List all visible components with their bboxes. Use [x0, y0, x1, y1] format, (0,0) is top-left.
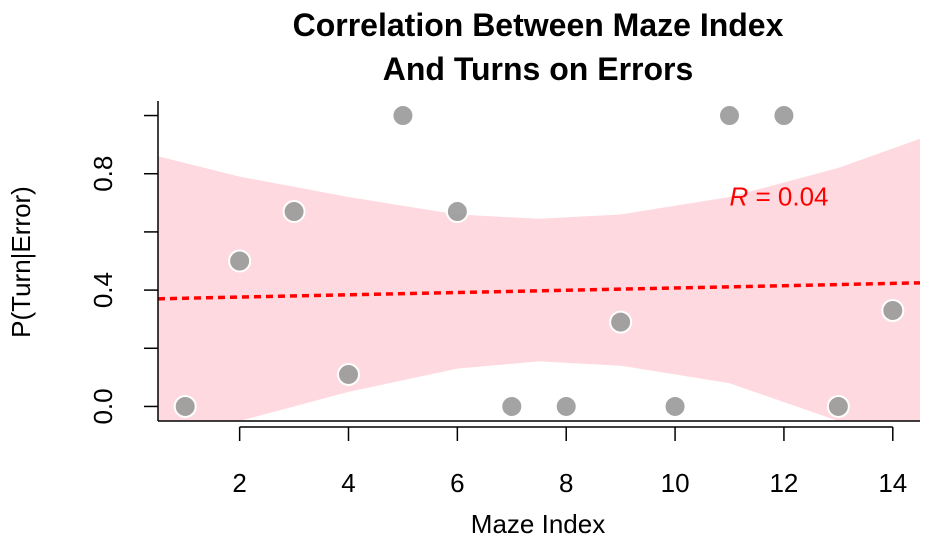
- confidence-band-layer: [158, 138, 920, 422]
- x-tick-label: 4: [341, 468, 355, 498]
- data-point: [881, 298, 905, 322]
- data-point: [718, 104, 741, 128]
- points-layer: [173, 104, 905, 418]
- data-point: [663, 394, 687, 418]
- y-tick-label: 0.0: [88, 388, 118, 424]
- data-point: [228, 249, 252, 273]
- annotation-layer: R = 0.04: [730, 182, 829, 212]
- y-tick-label: 0.4: [88, 272, 118, 308]
- data-point: [500, 394, 524, 418]
- chart-title-line-2: And Turns on Errors: [383, 51, 694, 87]
- x-tick-label: 12: [769, 468, 798, 498]
- confidence-band: [158, 138, 920, 422]
- correlation-symbol: R: [730, 182, 749, 212]
- correlation-annotation: R = 0.04: [730, 182, 829, 212]
- x-axis-label: Maze Index: [471, 509, 605, 539]
- data-point: [609, 310, 633, 334]
- data-point: [554, 394, 578, 418]
- x-tick-label: 8: [559, 468, 573, 498]
- y-axis-label: P(Turn|Error): [6, 186, 36, 338]
- chart-title-line-1: Correlation Between Maze Index: [293, 7, 784, 43]
- correlation-value: = 0.04: [748, 182, 828, 212]
- plot-area: R = 0.04: [157, 104, 921, 422]
- data-point: [772, 104, 796, 128]
- x-tick-label: 2: [232, 468, 246, 498]
- x-tick-label: 14: [878, 468, 907, 498]
- data-point: [391, 104, 415, 128]
- data-point: [337, 362, 360, 386]
- data-point: [826, 394, 850, 418]
- x-tick-label: 6: [450, 468, 464, 498]
- y-tick-label: 0.8: [88, 156, 118, 192]
- data-point: [282, 200, 306, 224]
- x-tick-label: 10: [661, 468, 690, 498]
- axes-layer: 2 4 6 8 10 12 14 0.0 0.4 0.8: [88, 101, 920, 498]
- data-point: [445, 200, 469, 224]
- data-point: [173, 394, 197, 418]
